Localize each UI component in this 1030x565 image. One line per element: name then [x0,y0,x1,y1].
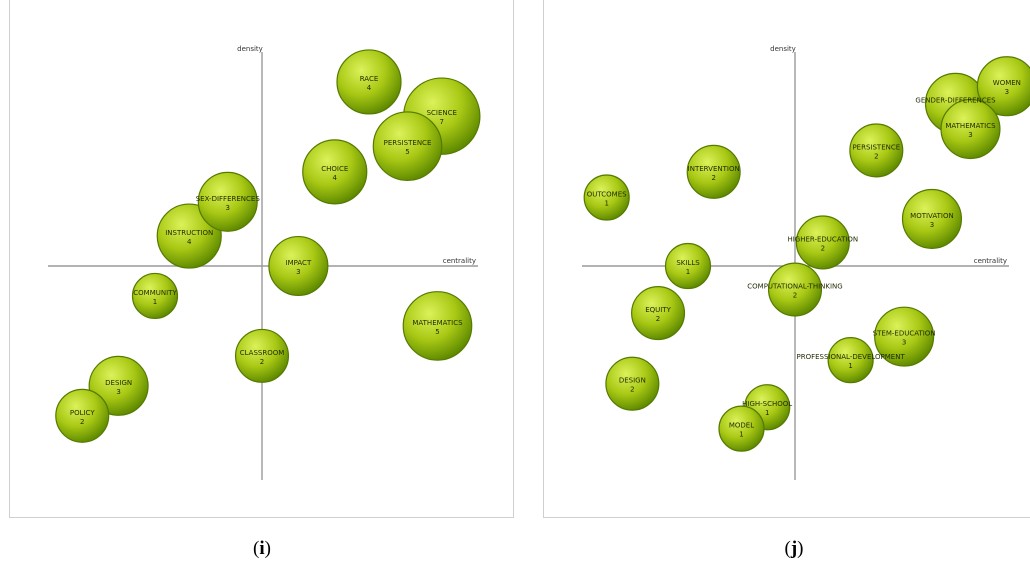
bubble [718,405,765,452]
bubble-label: PERSISTENCE [852,143,900,151]
bubble-count: 3 [226,204,230,212]
bubble [664,242,712,290]
bubble-label: PERSISTENCE [384,139,432,147]
bubble-layer [55,49,481,443]
bubble-count: 2 [656,315,660,323]
bubble-count: 1 [848,362,852,370]
bubble-count: 2 [80,418,84,426]
bubble [901,188,963,249]
bubble [234,328,290,383]
bubble-label: WOMEN [993,79,1021,87]
bubble [767,262,823,317]
caption-i: (i) [253,538,271,559]
bubble-count: 2 [874,152,878,160]
bubble-count: 2 [821,244,825,252]
bubble-count: 1 [739,431,743,439]
bubble-count: 2 [793,292,797,300]
bubble [976,56,1030,117]
bubble [940,98,1001,160]
bubble [268,235,329,297]
strategic-diagram-i: centralitydensityRACE4SCIENCE7PERSISTENC… [48,45,481,480]
bubble-label: MODEL [729,422,754,430]
bubble-label: STEM-EDUCATION [873,330,936,338]
bubble [849,123,904,178]
bubble-label: POLICY [70,409,95,417]
bubble-label: SCIENCE [427,109,457,117]
bubble-label: DESIGN [619,377,646,385]
strategic-diagram-j: centralitydensityWOMEN3GENDER-DIFFERENCE… [582,45,1030,480]
bubble-label: SEX-DIFFERENCES [196,195,261,203]
bubble-label: INTERVENTION [688,165,740,173]
bubble [197,171,258,232]
bubble [336,49,402,115]
y-axis-label: density [770,45,796,53]
bubble-label: PROFESSIONAL-DEVELOPMENT [797,353,906,361]
chart-panel-i: centrality density RACE 4 SCIENCE 7 PERSISTENC… [9,0,514,518]
bubble-count: 3 [968,131,972,139]
bubble-count: 3 [296,268,300,276]
bubble-count: 1 [153,298,157,306]
bubble-count: 3 [902,339,906,347]
bubble-count: 1 [604,200,608,208]
label-layer: WOMEN3GENDER-DIFFERENCESMATHEMATICS3PERS… [587,79,1021,438]
bubble-label: COMMUNITY [133,289,177,297]
bubble [686,144,741,199]
bubble-label: SKILLS [676,259,700,267]
bubble [372,111,443,182]
bubble-layer [583,56,1030,452]
bubble-label: MATHEMATICS [412,319,463,327]
bubble-label: HIGH-SCHOOL [742,400,792,408]
bubble-count: 5 [435,328,439,336]
bubble [605,356,660,411]
x-axis-label: centrality [974,257,1007,265]
bubble [402,291,473,361]
x-axis-label: centrality [443,257,476,265]
axes: centrality density [48,45,478,480]
caption-i-letter: i [259,538,265,559]
bubble [827,337,874,384]
bubble-count: 4 [367,84,372,92]
caption-j-letter: j [790,538,798,559]
bubble-label: OUTCOMES [587,191,627,199]
bubble-label: CHOICE [321,165,348,173]
y-axis-label: density [237,45,263,53]
bubble [874,306,935,367]
bubble-label: EQUITY [645,306,671,314]
bubble-count: 5 [405,148,409,156]
bubble-count: 4 [333,174,338,182]
caption-j: (j) [784,538,804,559]
bubble-count: 2 [711,174,715,182]
bubble [131,272,179,320]
bubble-count: 3 [1005,88,1009,96]
bubble-label: CLASSROOM [240,349,285,357]
bubble [583,174,630,221]
bubble-label: MOTIVATION [910,212,954,220]
bubble-count: 3 [930,221,934,229]
bubble [795,215,850,270]
bubble-count: 1 [686,268,690,276]
bubble-label: COMPUTATIONAL-THINKING [747,283,842,291]
bubble-label: GENDER-DIFFERENCES [915,96,996,104]
bubble-count: 4 [187,238,192,246]
bubble-count: 1 [765,409,769,417]
label-layer: RACE4SCIENCE7PERSISTENCE5CHOICE4SEX-DIFF… [70,75,463,426]
bubble-label: RACE [360,75,379,83]
chart-panel-j: centrality density WOMEN 3 GENDER-DIFFERENCE… [543,0,1030,518]
bubble-label: HIGHER-EDUCATION [787,235,858,243]
bubble-count: 2 [260,358,264,366]
bubble-label: MATHEMATICS [945,122,996,130]
bubble [302,139,368,205]
bubble-label: DESIGN [105,379,132,387]
bubble-label: INSTRUCTION [165,229,213,237]
bubble [631,286,686,341]
bubble [55,388,110,443]
bubble-count: 2 [630,386,634,394]
bubble-count: 7 [440,118,444,126]
bubble-count: 3 [116,388,120,396]
bubble-label: IMPACT [286,259,312,267]
